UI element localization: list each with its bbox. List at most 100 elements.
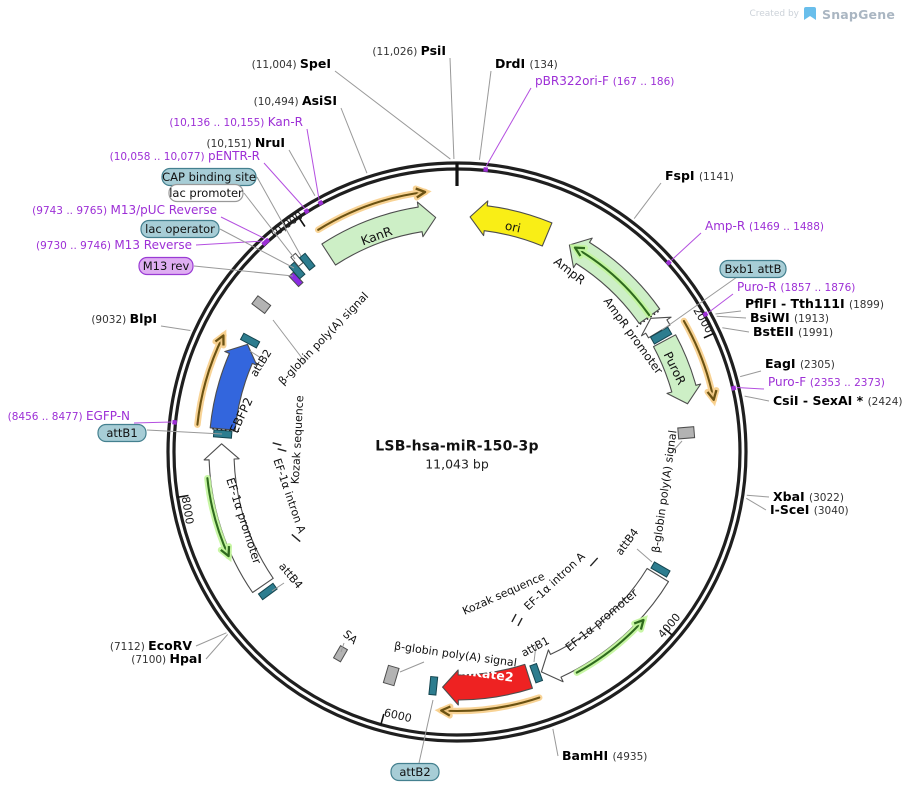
label-tick-3 bbox=[511, 613, 517, 623]
site-tag-lac-promoter bbox=[168, 183, 244, 203]
site-tag-label-attb1-tag: attB1 bbox=[106, 426, 137, 440]
site-tag-label-attb2-tag: attB2 bbox=[399, 765, 430, 779]
primer-leader-m13-reverse bbox=[195, 240, 263, 246]
enzyme-leader-blpi bbox=[160, 325, 191, 331]
site-box-lac-operator-site bbox=[288, 261, 306, 280]
feature-arrow-puror bbox=[652, 334, 702, 405]
enzyme-label-asisi: (10,494) AsiSI bbox=[254, 93, 337, 108]
primer-tick-kan-r bbox=[317, 199, 324, 206]
site-tag-label-lac-promoter: lac promoter bbox=[169, 186, 243, 200]
site-tag-attb1-tag bbox=[97, 423, 147, 443]
label-tick-0 bbox=[272, 442, 282, 446]
arrowhead-orf-ampr bbox=[573, 246, 586, 257]
primer-leader-kan-r bbox=[306, 128, 320, 201]
connector-7 bbox=[533, 644, 537, 663]
junction-dots-0 bbox=[636, 310, 660, 328]
position-label-6000: 6000 bbox=[383, 706, 413, 725]
primer-label-puro-f: Puro-F (2353 .. 2373) bbox=[768, 375, 885, 389]
enzyme-label-ecorv: (7112) EcoRV bbox=[110, 638, 192, 653]
enzyme-leader-bsteii bbox=[722, 327, 750, 333]
pill-leader-attb1-tag bbox=[146, 429, 223, 435]
primer-label-kan-r: (10,136 .. 10,155) Kan-R bbox=[169, 115, 303, 129]
feature-label-bglobin-right: β-globin poly(A) signal bbox=[649, 429, 679, 553]
position-tick-10000 bbox=[298, 216, 306, 227]
site-box-attb4-left bbox=[257, 582, 278, 601]
pill-leader-bxb1-attb-tag bbox=[661, 276, 738, 331]
site-tag-label-lac-operator: lac operator bbox=[145, 222, 215, 236]
position-tick-6000 bbox=[380, 713, 385, 725]
site-tag-label-cap-binding-site: CAP binding site bbox=[162, 170, 256, 184]
arrowhead-arc-orange-topleft bbox=[415, 187, 427, 199]
site-tag-label-m13-rev: M13 rev bbox=[143, 259, 190, 273]
enzyme-label-bsteii: BstEII (1991) bbox=[753, 324, 833, 339]
primer-label-egfp-n: (8456 .. 8477) EGFP-N bbox=[8, 409, 130, 423]
feature-arrow-mkate2 bbox=[442, 663, 533, 706]
enzyme-label-blpi: (9032) BlpI bbox=[91, 311, 157, 326]
enzyme-label-fspi: FspI (1141) bbox=[665, 168, 734, 183]
feature-arrow-kanr bbox=[321, 201, 437, 266]
feature-label-attb4-left: attB4 bbox=[276, 560, 305, 591]
connector-2 bbox=[340, 642, 345, 653]
arrowhead-orf-green-right bbox=[633, 618, 645, 630]
enzyme-leader-pflfi-tth111i bbox=[715, 310, 742, 315]
site-box-bxb1-attb-site bbox=[649, 326, 673, 345]
primer-tick-pentr-r bbox=[303, 208, 310, 215]
feature-label-kozak-left: Kozak sequence bbox=[289, 395, 307, 485]
feature-arrow-ampr-promoter bbox=[640, 316, 672, 339]
enzyme-label-hpai: (7100) HpaI bbox=[131, 651, 202, 666]
site-box-cap-site bbox=[298, 252, 316, 271]
primer-label-pentr-r: (10,058 .. 10,077) pENTR-R bbox=[110, 149, 260, 163]
feature-label-bglobin-bottom: β-globin poly(A) signal bbox=[393, 639, 517, 669]
primer-leader-pbr322ori-f bbox=[485, 87, 532, 167]
position-tick-8000 bbox=[177, 494, 189, 499]
arc-core-orf-ampr bbox=[573, 246, 651, 317]
enzyme-label-pflfi-tth111i: PflFI - Tth111I (1899) bbox=[745, 296, 884, 311]
pill-leader-lac-operator bbox=[219, 228, 295, 269]
feature-arrow-ebfp2 bbox=[209, 343, 258, 431]
pill-leader-lac-promoter bbox=[243, 192, 296, 260]
enzyme-leader-hpai bbox=[205, 634, 229, 660]
primer-tick-puro-f bbox=[731, 385, 737, 391]
feature-label-bglobin-topleft: β-globin poly(A) signal bbox=[276, 290, 371, 388]
site-tag-label-bxb1-attb-tag: Bxb1 attB bbox=[725, 262, 782, 276]
label-tick-2 bbox=[291, 533, 301, 543]
site-tag-attb2-tag bbox=[390, 762, 440, 782]
primer-label-m13-puc-reverse: (9743 .. 9765) M13/pUC Reverse bbox=[32, 203, 217, 217]
enzyme-leader-csii-sexai- bbox=[744, 395, 770, 402]
enzyme-leader-spei bbox=[334, 70, 451, 160]
primer-tick-amp-r bbox=[665, 259, 672, 266]
primer-tick-puro-r bbox=[702, 311, 709, 318]
created-by-text: Created by bbox=[749, 9, 799, 19]
connector-4 bbox=[671, 440, 683, 453]
arrowhead-arc-orange-bottom bbox=[440, 705, 451, 717]
connector-6 bbox=[399, 661, 425, 673]
enzyme-label-xbai: XbaI (3022) bbox=[773, 489, 844, 504]
enzyme-leader-bsiwi bbox=[716, 315, 747, 319]
site-box-polya-right bbox=[677, 426, 696, 440]
primer-label-m13-reverse: (9730 .. 9746) M13 Reverse bbox=[36, 238, 192, 252]
primer-label-puro-r: Puro-R (1857 .. 1876) bbox=[737, 280, 855, 294]
feature-label-ori: ori bbox=[504, 219, 522, 236]
snapgene-watermark: Created by SnapGene bbox=[749, 6, 895, 22]
primer-leader-puro-r bbox=[707, 293, 734, 314]
label-tick-4 bbox=[517, 617, 523, 627]
feature-arrow-ori bbox=[469, 200, 553, 247]
primer-label-amp-r: Amp-R (1469 .. 1488) bbox=[705, 219, 824, 233]
pill-leader-cap-binding-site bbox=[256, 176, 302, 257]
enzyme-label-bamhi: BamHI (4935) bbox=[562, 748, 647, 763]
site-box-polya-bottom bbox=[382, 664, 400, 687]
enzyme-leader-asisi bbox=[340, 107, 368, 174]
site-box-polya-topleft bbox=[251, 295, 272, 315]
enzyme-label-spei: (11,004) SpeI bbox=[252, 56, 331, 71]
site-box-sa-site bbox=[332, 645, 349, 663]
enzyme-label-eagi: EagI (2305) bbox=[765, 356, 835, 371]
primer-tick-pbr322ori-f bbox=[483, 167, 489, 172]
label-tick-5 bbox=[589, 557, 599, 567]
label-tick-1 bbox=[277, 448, 287, 452]
site-box-attb4-right bbox=[650, 561, 671, 578]
connector-0 bbox=[636, 548, 653, 563]
connector-5 bbox=[272, 319, 306, 363]
enzyme-label-psii: (11,026) PsiI bbox=[372, 43, 446, 58]
arc-core-arc-orange-bottom bbox=[440, 696, 541, 713]
